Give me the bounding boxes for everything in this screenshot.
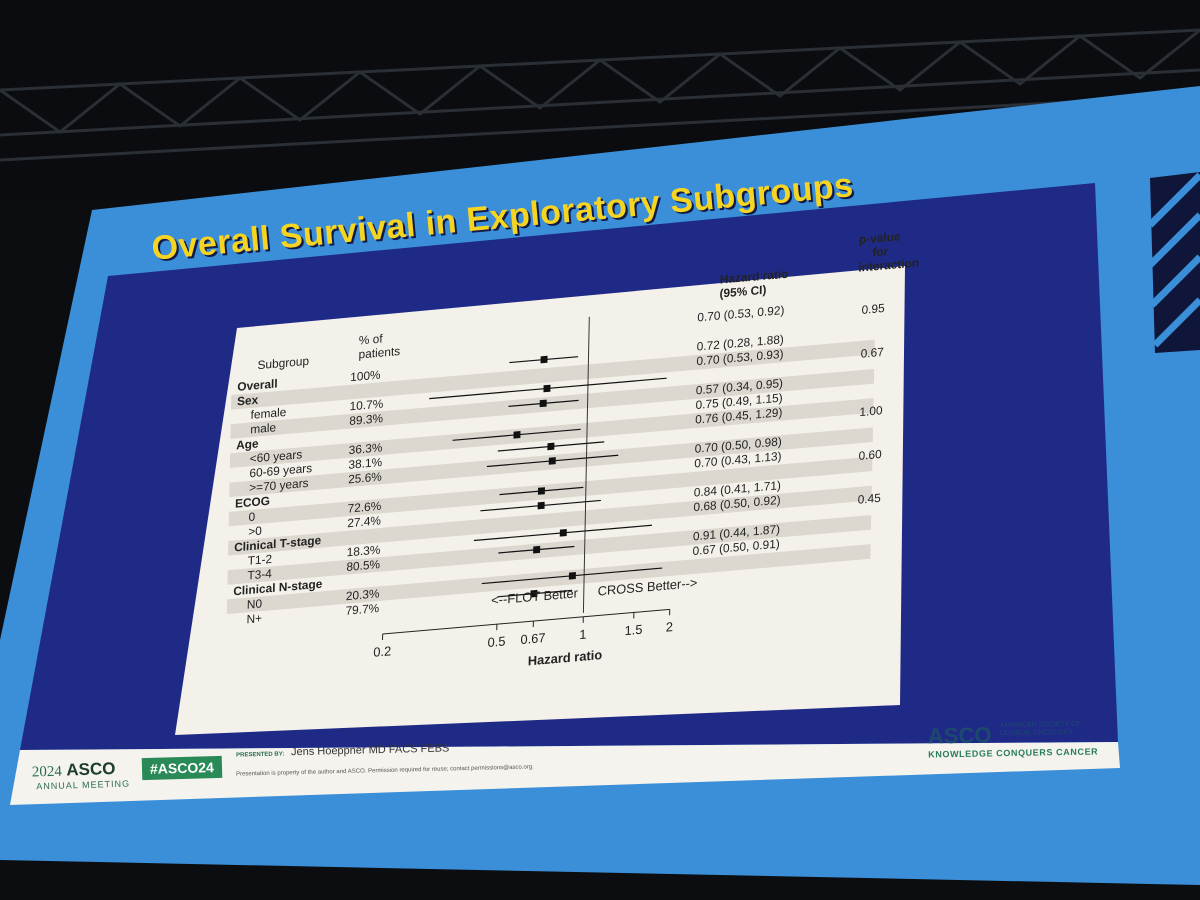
hr-point bbox=[513, 430, 521, 439]
hr-point bbox=[539, 399, 547, 408]
header-hr-line: (95% CI) bbox=[719, 283, 766, 301]
row-band bbox=[228, 456, 873, 527]
hr-point bbox=[540, 355, 548, 364]
row-band bbox=[227, 514, 872, 585]
p-interaction: 0.60 bbox=[858, 447, 882, 463]
hr-point bbox=[533, 545, 541, 554]
p-interaction: 1.00 bbox=[859, 403, 883, 419]
hr-point bbox=[537, 487, 545, 495]
subgroup-label: N0 bbox=[247, 596, 263, 611]
row-band bbox=[228, 485, 872, 556]
subgroup-label: female bbox=[250, 405, 286, 422]
x-tick-label: 1.5 bbox=[624, 622, 642, 639]
hr-point bbox=[530, 589, 538, 598]
hr-point bbox=[547, 442, 555, 451]
pct-value: 80.5% bbox=[346, 557, 380, 574]
subgroup-label: >0 bbox=[248, 524, 262, 539]
pct-value: 89.3% bbox=[349, 411, 383, 428]
row-band bbox=[229, 398, 874, 469]
header-subgroup: Subgroup bbox=[257, 354, 309, 372]
subgroup-label: T3-4 bbox=[247, 566, 272, 582]
x-axis-line bbox=[382, 608, 670, 635]
slide-footer-band bbox=[10, 742, 1120, 805]
pct-value: 18.3% bbox=[347, 542, 381, 559]
subgroup-label: <60 years bbox=[250, 447, 303, 466]
x-tick-label: 1 bbox=[579, 626, 586, 642]
hr-point bbox=[568, 571, 576, 580]
p-interaction: 0.67 bbox=[861, 345, 885, 361]
header-p-line: for bbox=[872, 244, 888, 259]
pct-value: 25.6% bbox=[348, 469, 382, 486]
x-tick-label: 0.5 bbox=[487, 633, 505, 650]
annotation-left: <--FLOT Better bbox=[491, 585, 579, 608]
pct-value: 79.7% bbox=[345, 601, 379, 618]
hr-point bbox=[543, 384, 551, 393]
subgroup-label: 0 bbox=[248, 509, 255, 524]
side-stripe-panel bbox=[1147, 172, 1200, 353]
subgroup-label: male bbox=[250, 420, 276, 436]
header-p-line: interaction bbox=[858, 255, 919, 274]
subgroup-header: Overall bbox=[237, 376, 278, 394]
pct-value: 36.3% bbox=[349, 440, 383, 457]
subgroup-label: >=70 years bbox=[249, 476, 309, 495]
row-band bbox=[230, 368, 875, 439]
p-interaction: 0.95 bbox=[861, 301, 885, 317]
row-band bbox=[226, 544, 871, 615]
header-pct-line: % of bbox=[359, 331, 384, 347]
x-axis-title: Hazard ratio bbox=[528, 647, 603, 668]
pct-value: 38.1% bbox=[348, 455, 382, 472]
hr-point bbox=[548, 457, 556, 465]
x-tick-label: 2 bbox=[666, 619, 673, 635]
header-p-line: p-value bbox=[859, 229, 901, 247]
hr-point bbox=[559, 529, 567, 537]
subgroup-label: T1-2 bbox=[248, 552, 273, 568]
pct-value: 100% bbox=[350, 368, 381, 385]
pct-value: 72.6% bbox=[347, 499, 381, 516]
reference-line bbox=[582, 316, 590, 614]
header-hr-line: Hazard ratio bbox=[720, 267, 789, 287]
subgroup-header: Age bbox=[236, 436, 259, 452]
pct-value: 27.4% bbox=[347, 513, 381, 530]
row-band bbox=[230, 339, 875, 410]
hr-point bbox=[537, 501, 545, 510]
subgroup-header: ECOG bbox=[235, 494, 270, 511]
x-tick-label: 0.2 bbox=[373, 643, 391, 660]
subgroup-header: Sex bbox=[237, 393, 259, 409]
subgroup-label: 60-69 years bbox=[249, 461, 312, 480]
p-interaction: 0.45 bbox=[858, 491, 882, 507]
subgroup-label: N+ bbox=[246, 611, 262, 626]
x-tick-label: 0.67 bbox=[520, 630, 545, 647]
pct-value: 20.3% bbox=[346, 586, 380, 603]
header-pct-line: patients bbox=[358, 344, 400, 362]
pct-value: 10.7% bbox=[349, 396, 383, 413]
